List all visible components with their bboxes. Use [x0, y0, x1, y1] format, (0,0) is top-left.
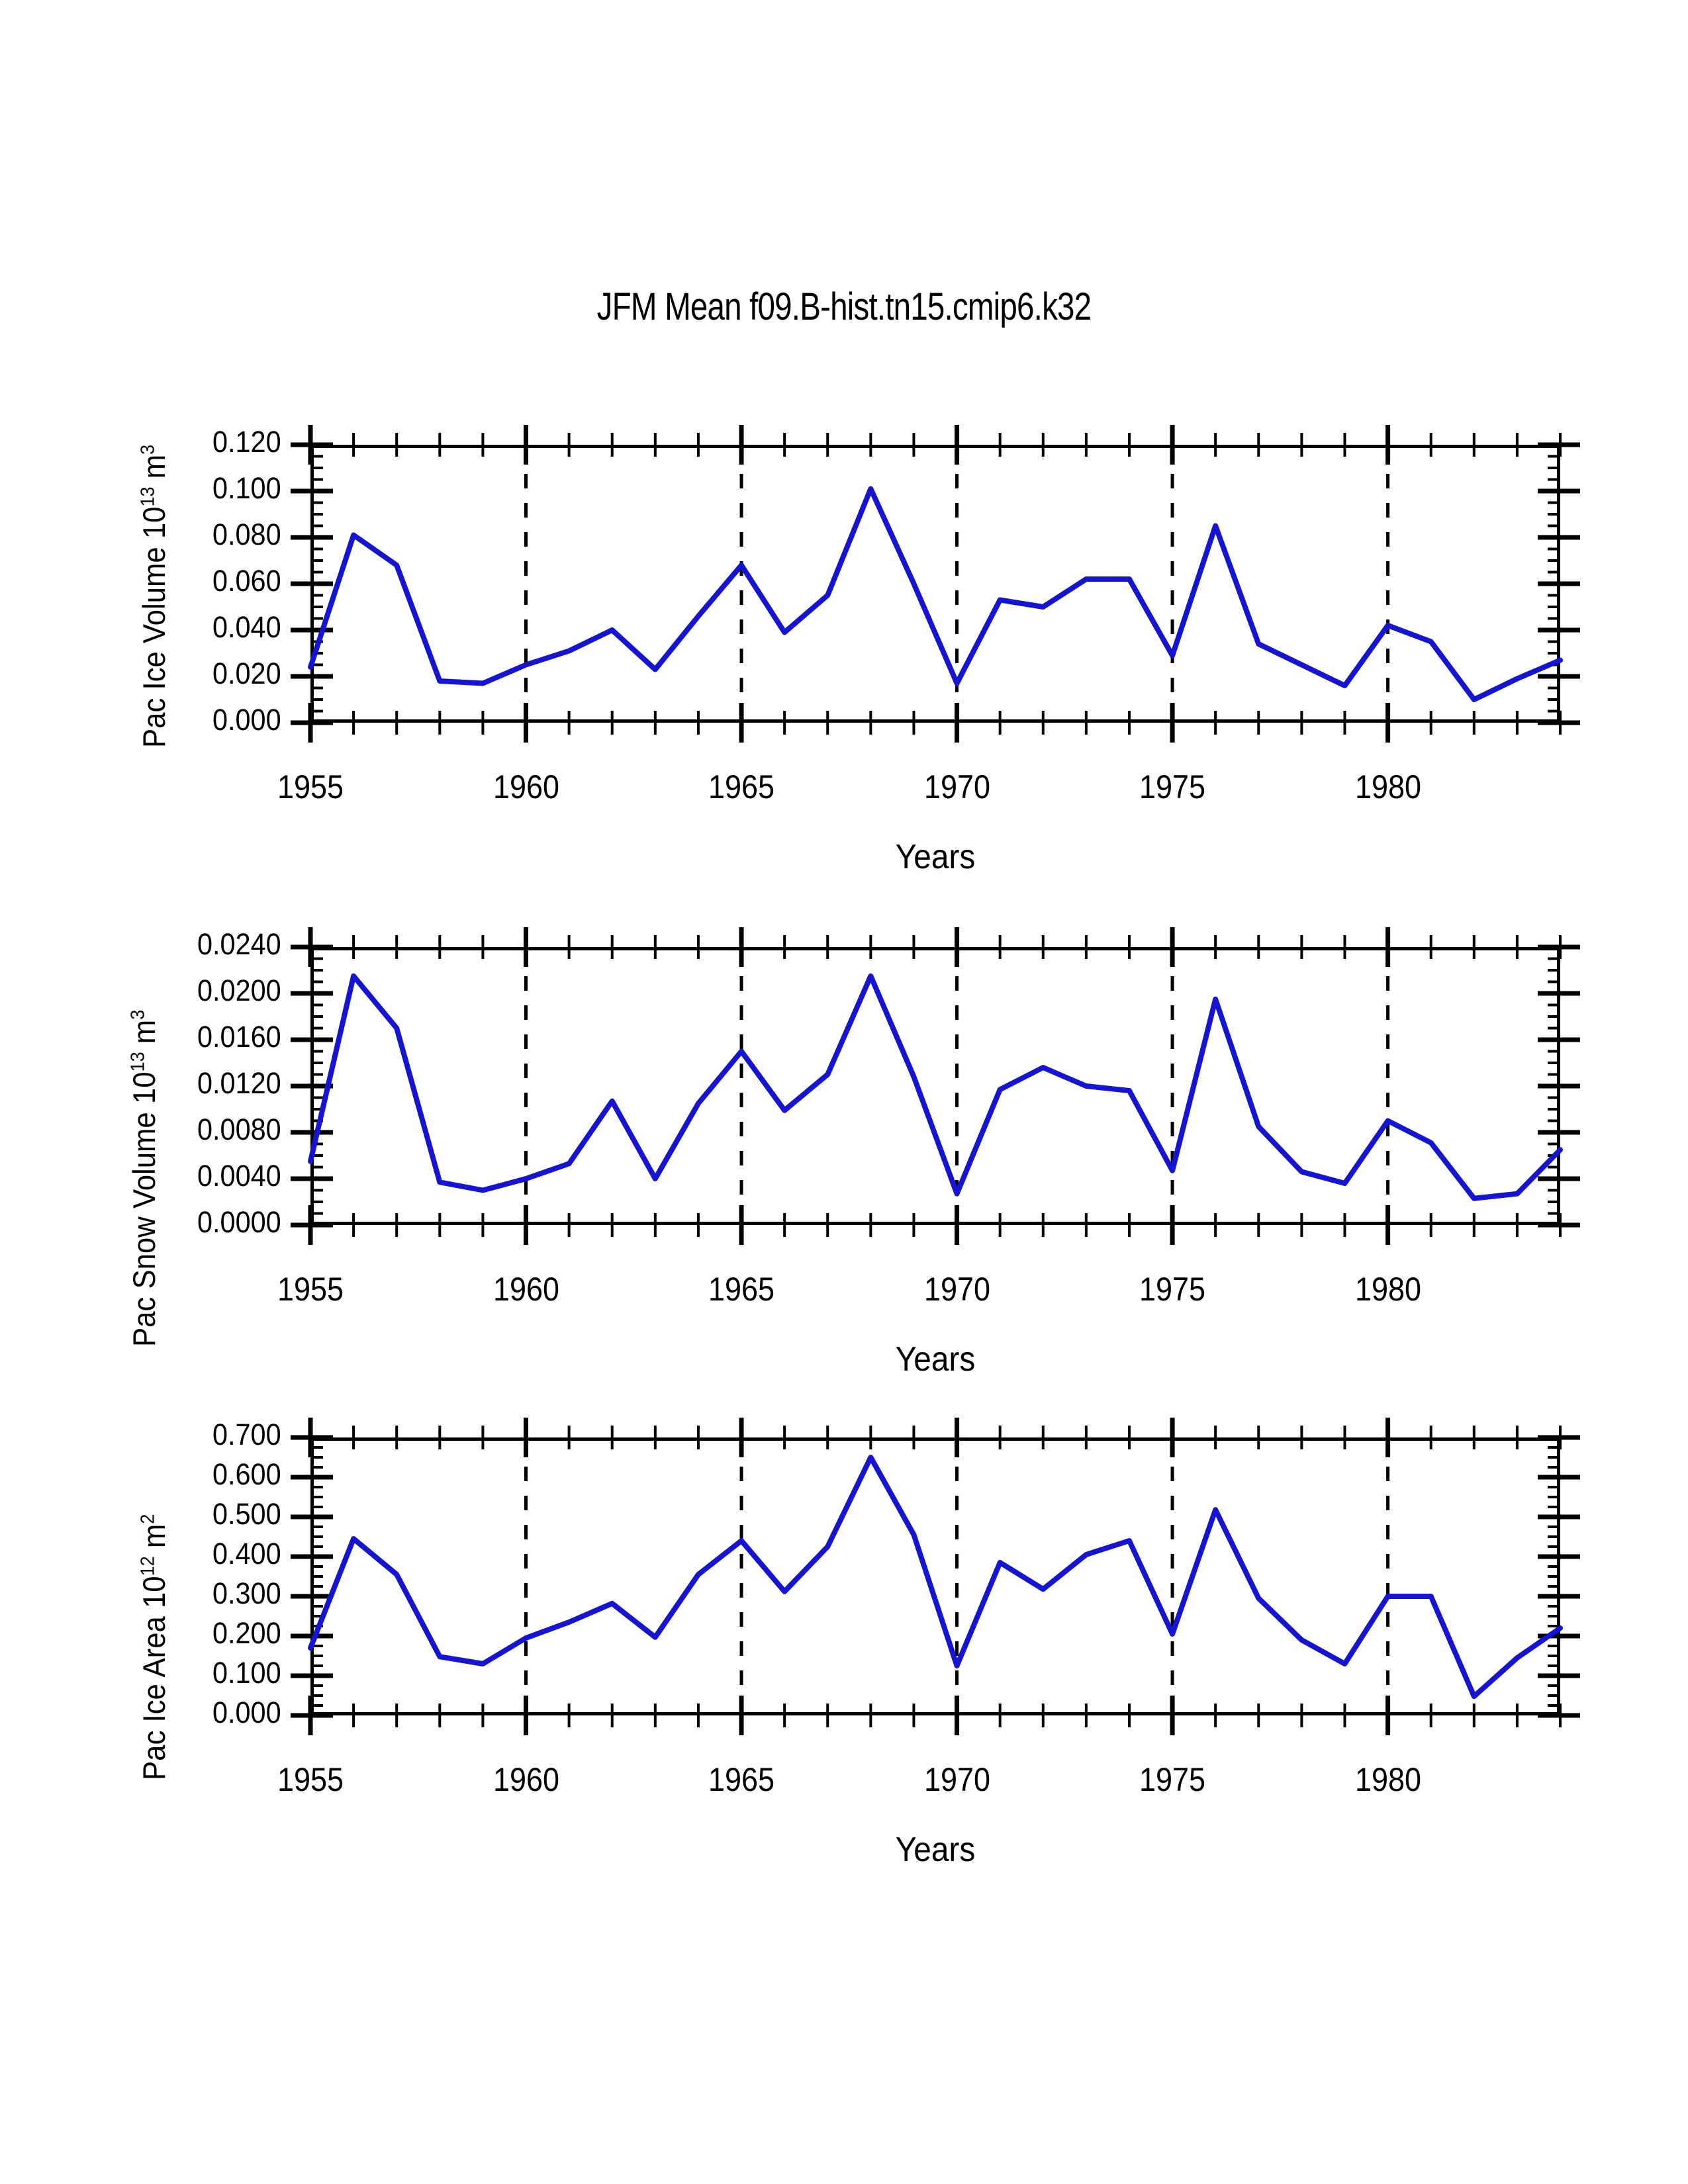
x-tick-label: 1965 — [708, 1761, 775, 1798]
x-tick-label: 1980 — [1354, 1271, 1421, 1308]
x-tick-label: 1975 — [1139, 768, 1206, 805]
y-tick-label: 0.400 — [212, 1537, 281, 1570]
plot-frame-pac-ice-area — [310, 1437, 1560, 1715]
data-line-pac-ice-area — [308, 1455, 1563, 1700]
y-tick-label: 0.000 — [212, 1696, 281, 1729]
page-title: JFM Mean f09.B-hist.tn15.cmip6.k32 — [596, 285, 1092, 328]
x-tick-label: 1980 — [1354, 1761, 1421, 1798]
y-tick-label: 0.600 — [212, 1457, 281, 1491]
y-tick-label: 0.100 — [212, 471, 281, 505]
y-tick-label: 0.0040 — [197, 1159, 281, 1193]
y-tick-label: 0.100 — [212, 1656, 281, 1690]
y-tick-label: 0.500 — [212, 1497, 281, 1531]
x-tick-label: 1960 — [492, 1271, 559, 1308]
y-tick-label: 0.040 — [212, 610, 281, 644]
y-axis-unit-exponent: 2 — [137, 1514, 159, 1524]
x-tick-label: 1970 — [923, 768, 990, 805]
x-axis-title-pac-snow-volume: Years — [895, 1340, 976, 1379]
data-line-pac-ice-volume — [308, 486, 1563, 702]
y-tick-label: 0.0000 — [197, 1205, 281, 1239]
x-tick-label: 1960 — [492, 768, 559, 805]
y-tick-label: 0.200 — [212, 1616, 281, 1650]
y-tick-label: 0.0160 — [197, 1020, 281, 1054]
y-axis-title-text: Pac Ice Area 10 — [136, 1576, 171, 1780]
y-tick-label: 0.0120 — [197, 1066, 281, 1100]
x-tick-label: 1965 — [708, 768, 775, 805]
y-tick-label: 0.0200 — [197, 974, 281, 1007]
x-tick-label: 1955 — [277, 1271, 344, 1308]
y-tick-label: 0.020 — [212, 657, 281, 690]
y-axis-exponent: 12 — [137, 1556, 159, 1576]
data-line-pac-snow-volume — [308, 973, 1563, 1201]
y-tick-label: 0.300 — [212, 1576, 281, 1610]
x-tick-label: 1955 — [277, 768, 344, 805]
x-tick-label: 1965 — [708, 1271, 775, 1308]
y-tick-label: 0.000 — [212, 703, 281, 737]
x-tick-label: 1975 — [1139, 1761, 1206, 1798]
x-tick-label: 1960 — [492, 1761, 559, 1798]
x-tick-label: 1970 — [923, 1271, 990, 1308]
y-axis-title-pac-ice-area: Pac Ice Area 1012 m2 — [136, 1514, 172, 1780]
x-axis-title-pac-ice-volume: Years — [895, 838, 976, 876]
y-tick-label: 0.080 — [212, 518, 281, 551]
x-tick-label: 1975 — [1139, 1271, 1206, 1308]
y-axis-unit: m — [136, 1524, 171, 1557]
x-tick-label: 1980 — [1354, 768, 1421, 805]
x-tick-label: 1955 — [277, 1761, 344, 1798]
y-tick-label: 0.0240 — [197, 927, 281, 961]
x-tick-label: 1970 — [923, 1761, 990, 1798]
y-tick-label: 0.060 — [212, 564, 281, 598]
y-tick-label: 0.0080 — [197, 1113, 281, 1146]
y-tick-label: 0.120 — [212, 425, 281, 459]
x-axis-title-pac-ice-area: Years — [895, 1831, 976, 1869]
y-tick-label: 0.700 — [212, 1418, 281, 1451]
